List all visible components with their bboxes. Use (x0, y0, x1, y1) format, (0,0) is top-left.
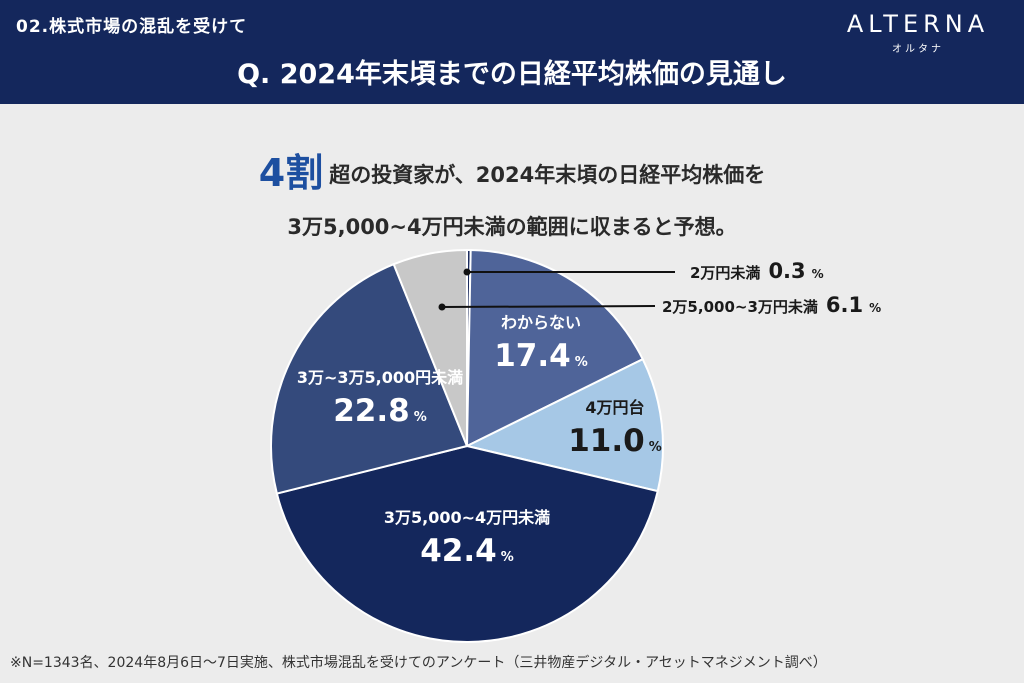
brand-kana: オルタナ (892, 44, 944, 55)
pie-slice-value: 22.8% (333, 393, 427, 429)
header-banner: 02.株式市場の混乱を受けて Q. 2024年末頃までの日経平均株価の見通し A… (0, 0, 1024, 104)
pie-slice-label: 2万5,000~3万円未満 6.1% (662, 293, 881, 317)
pie-slice-2 (464, 357, 664, 493)
pie-slice-4 (270, 262, 469, 495)
headline-line1: 超の投資家が、2024年末頃の日経平均株価を (329, 163, 766, 187)
brand-logo: ALTERNA オルタナ (828, 10, 1008, 55)
headline: 4割 超の投資家が、2024年末頃の日経平均株価を 3万5,000~4万円未満の範… (0, 142, 1024, 241)
pie-slice-label: わからない (501, 313, 581, 332)
headline-emphasis: 4割 (258, 151, 324, 195)
pie-slice-value: 0.3 (768, 259, 805, 283)
pie-slice-value: 17.4% (494, 338, 588, 374)
pie-slice-label: 4万円台 (585, 398, 644, 417)
pie-slice-value: 11.0% (568, 423, 662, 459)
pie-slice-value: 42.4% (420, 533, 514, 569)
headline-line1-wrap: 4割 超の投資家が、2024年末頃の日経平均株価を (0, 142, 1024, 197)
headline-line2: 3万5,000~4万円未満の範囲に収まると予想。 (287, 215, 737, 239)
pie-slice-5 (392, 248, 468, 447)
footnote: ※N=1343名、2024年8月6日〜7日実施、株式市場混乱を受けてのアンケート… (10, 655, 827, 671)
pie-slice-3 (275, 444, 659, 643)
page-title: Q. 2024年末頃までの日経平均株価の見通し (237, 59, 787, 90)
pie-slice-label: 3万5,000~4万円未満 (384, 508, 550, 527)
section-label: 02.株式市場の混乱を受けて (16, 17, 248, 37)
pie-slice-value: 6.1 (826, 293, 863, 317)
brand-name: ALTERNA (846, 10, 990, 38)
leader-dot (438, 303, 446, 311)
leader-dot (463, 268, 471, 276)
leader-line (441, 305, 656, 308)
pie-slice-label: 2万円未満 0.3% (690, 259, 824, 283)
pie-slice-label: 3万~3万5,000円未満 (297, 368, 463, 387)
pie-slice-1 (465, 249, 645, 448)
